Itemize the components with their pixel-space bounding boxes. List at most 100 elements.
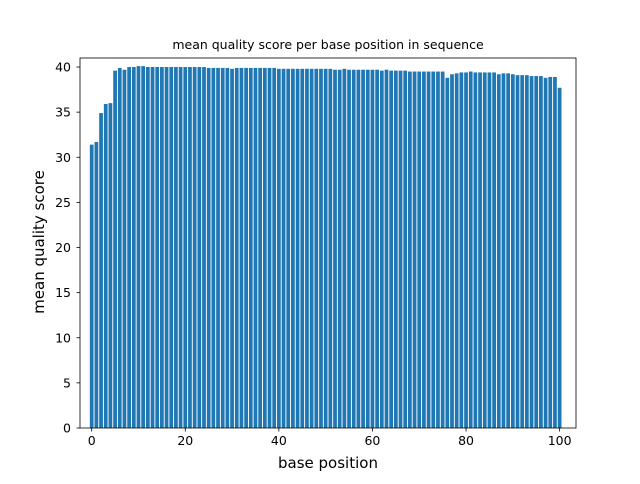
bar-33 (244, 67, 248, 429)
bar-36 (258, 67, 263, 429)
bar-9 (131, 67, 136, 429)
bar-59 (365, 69, 370, 428)
bar-16 (164, 67, 169, 429)
bar-64 (389, 70, 394, 428)
bar-56 (351, 69, 356, 428)
bar-69 (412, 71, 417, 428)
bar-90 (510, 74, 515, 429)
bar-14 (155, 67, 160, 429)
bar-60 (370, 69, 375, 428)
y-tick-label-15: 15 (55, 285, 71, 300)
bar-37 (262, 67, 267, 429)
y-tick-label-0: 0 (63, 421, 71, 436)
x-tick-label-80: 80 (458, 433, 474, 448)
bar-81 (468, 71, 473, 428)
bar-21 (188, 67, 192, 429)
bar-0 (89, 144, 94, 428)
bar-26 (211, 67, 216, 429)
bar-32 (239, 67, 244, 429)
bar-25 (206, 67, 211, 429)
bar-65 (393, 70, 398, 428)
bar-76 (445, 77, 450, 428)
bar-18 (174, 67, 178, 429)
bar-6 (117, 67, 122, 429)
bar-40 (277, 68, 281, 428)
bar-84 (482, 72, 487, 428)
bar-30 (230, 68, 234, 428)
bar-74 (436, 71, 440, 428)
bar-93 (525, 75, 529, 429)
bar-19 (178, 67, 183, 429)
bar-99 (553, 76, 557, 428)
bar-52 (333, 69, 337, 428)
bar-8 (127, 67, 131, 429)
bar-3 (103, 104, 108, 429)
bar-53 (337, 69, 342, 428)
bar-87 (496, 74, 501, 429)
bar-2 (99, 113, 103, 429)
bar-91 (515, 75, 520, 429)
bar-63 (384, 69, 389, 428)
chart-title: mean quality score per base position in … (172, 37, 484, 52)
bar-20 (183, 67, 188, 429)
bar-44 (295, 68, 300, 428)
bar-71 (422, 71, 426, 428)
bar-5 (113, 70, 117, 428)
bar-100 (557, 87, 562, 428)
bar-7 (122, 69, 127, 428)
bar-15 (160, 67, 164, 429)
bar-43 (291, 68, 295, 428)
bar-70 (417, 71, 422, 428)
bar-58 (361, 69, 365, 428)
y-tick-label-5: 5 (63, 375, 71, 390)
bar-29 (225, 67, 230, 429)
bar-78 (454, 73, 459, 428)
bar-89 (506, 73, 511, 428)
y-tick-label-40: 40 (55, 60, 71, 75)
bar-66 (398, 70, 403, 428)
bar-45 (300, 68, 305, 428)
bar-50 (323, 68, 328, 428)
bar-35 (253, 67, 258, 429)
bar-13 (150, 67, 155, 429)
bar-98 (548, 76, 553, 428)
bar-49 (319, 68, 323, 428)
bar-46 (305, 68, 309, 428)
y-tick-label-25: 25 (55, 195, 71, 210)
bar-62 (379, 70, 384, 428)
y-tick-label-30: 30 (55, 150, 71, 165)
y-tick-label-10: 10 (55, 330, 71, 345)
bar-23 (197, 67, 202, 429)
bar-48 (314, 68, 319, 428)
bar-88 (501, 73, 506, 428)
y-axis-label: mean quality score (30, 170, 48, 314)
axes-layer: 0 20 40 60 80 100 0 5 10 15 20 25 30 35 40 (55, 57, 577, 448)
x-tick-label-60: 60 (364, 433, 380, 448)
bar-67 (403, 70, 408, 428)
x-axis-label: base position (278, 454, 378, 472)
bar-55 (347, 69, 351, 428)
bar-95 (534, 76, 539, 429)
bar-54 (342, 68, 347, 428)
bar-79 (459, 72, 464, 428)
bar-38 (267, 67, 272, 429)
bar-77 (450, 74, 454, 429)
bar-22 (192, 67, 197, 429)
y-tick-label-20: 20 (55, 240, 71, 255)
bar-96 (539, 76, 543, 429)
x-tick-label-100: 100 (548, 433, 572, 448)
bar-31 (234, 67, 239, 429)
bar-94 (529, 76, 534, 429)
bar-51 (328, 68, 333, 428)
bar-72 (426, 71, 431, 428)
bar-75 (440, 71, 445, 428)
bar-42 (286, 68, 291, 428)
bar-92 (520, 75, 525, 429)
bar-28 (220, 67, 225, 429)
bar-12 (145, 67, 150, 429)
bar-11 (141, 66, 146, 429)
bar-4 (108, 103, 113, 429)
bar-68 (408, 71, 412, 428)
bars-layer (89, 66, 562, 429)
